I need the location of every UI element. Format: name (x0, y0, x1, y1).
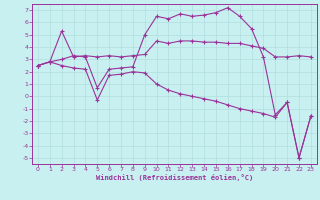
X-axis label: Windchill (Refroidissement éolien,°C): Windchill (Refroidissement éolien,°C) (96, 174, 253, 181)
